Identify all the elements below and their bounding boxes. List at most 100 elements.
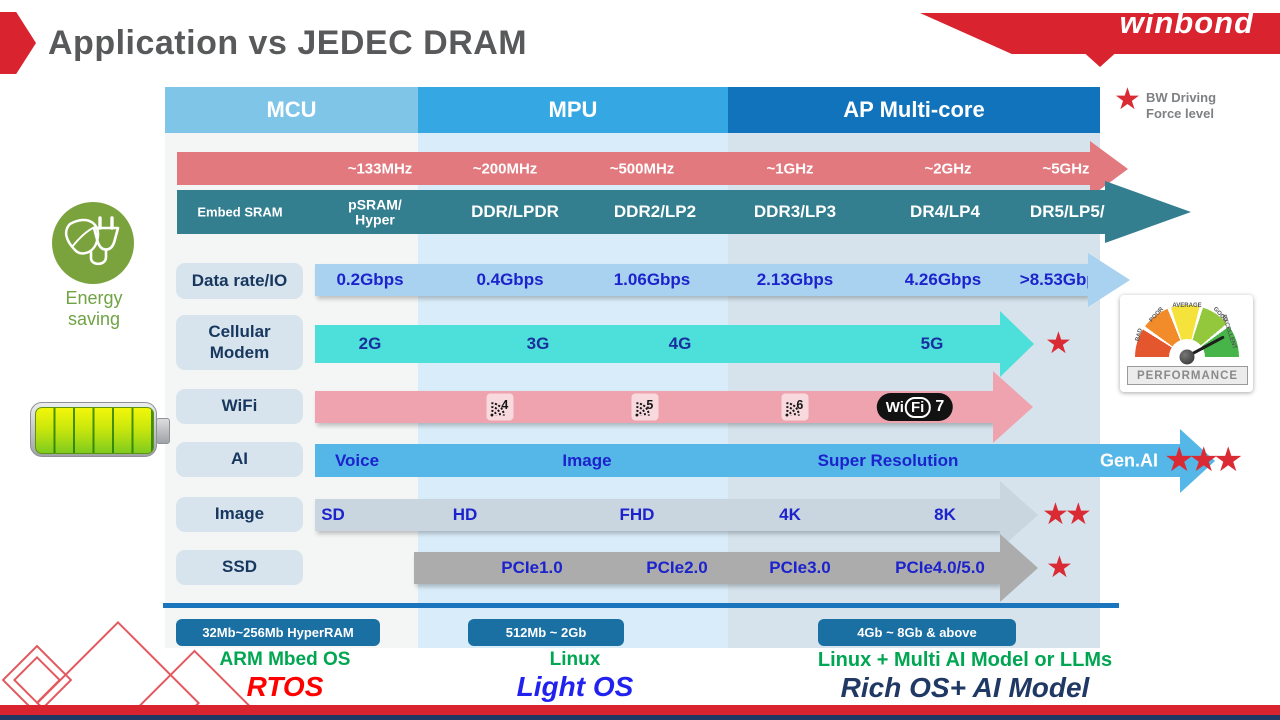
bw-legend: BW Driving Force level — [1146, 90, 1216, 123]
cellular-value: 2G — [358, 334, 382, 353]
gauge-label-average: AVERAGE — [1172, 303, 1202, 309]
freq-label: ~500MHz — [609, 160, 675, 177]
row-label-ssd: SSD — [176, 550, 303, 585]
row-label-wifi: WiFi — [176, 389, 303, 424]
dram-label-psram: pSRAM/Hyper — [348, 197, 402, 226]
os-mpu-line2: Light OS — [516, 670, 634, 702]
os-ap-line2: Rich OS+ AI Model — [840, 672, 1090, 703]
image-value: 4K — [779, 505, 801, 524]
gauge-label-poor: POOR — [1148, 306, 1165, 324]
energy-line2: saving — [67, 308, 121, 329]
psram-line2: Hyper — [355, 211, 395, 227]
winbond-logo: winbond — [1119, 5, 1254, 40]
os-block-mcu: ARM Mbed OS RTOS — [170, 649, 400, 702]
dram-arrow: Embed SRAM pSRAM/Hyper DDR/LPDR DDR2/LP2… — [177, 190, 1164, 234]
ai-arrow: Voice Image Super Resolution Gen.AI — [315, 444, 1180, 477]
freq-label: ~5GHz — [1042, 160, 1090, 177]
psram-line1: pSRAM/ — [348, 196, 402, 213]
gauge-caption: PERFORMANCE — [1127, 366, 1248, 385]
row-label-cellular: Cellular Modem — [176, 315, 303, 370]
os-block-ap: Linux + Multi AI Model or LLMs Rich OS+ … — [770, 649, 1160, 703]
freq-label: ~1GHz — [766, 160, 814, 177]
row-label-image: Image — [176, 497, 303, 532]
os-mcu-line1: ARM Mbed OS — [219, 649, 351, 670]
data-rate-value: >8.53Gbps — [1019, 270, 1107, 289]
ssd-value: PCIe4.0/5.0 — [895, 558, 985, 577]
dram-label-embed-sram: Embed SRAM — [197, 204, 283, 220]
wifi-5-icon: 5 — [631, 393, 659, 421]
ai-stars: ★★★ — [1164, 441, 1243, 479]
ssd-stars: ★ — [1046, 551, 1073, 584]
data-rate-value: 0.2Gbps — [336, 270, 404, 289]
wifi-arrow: 4 5 6 Wi Fi 7 — [315, 391, 993, 423]
header-mcu: MCU — [165, 87, 418, 133]
data-rate-value: 1.06Gbps — [613, 270, 691, 289]
cellular-value: 4G — [668, 334, 692, 353]
os-mcu-line2: RTOS — [246, 670, 324, 702]
data-rate-value: 4.26Gbps — [904, 270, 982, 289]
cellular-arrow: 2G 3G 4G 5G — [315, 325, 1000, 363]
row-label-ai: AI — [176, 442, 303, 477]
gauge-dial: BAD POOR AVERAGE GOOD EXCELLENT — [1135, 303, 1239, 365]
cellular-label-line2: Modem — [209, 342, 270, 362]
gauge-hub — [1179, 349, 1195, 365]
freq-label: ~200MHz — [472, 160, 538, 177]
dram-label: DDR3/LP3 — [753, 202, 837, 221]
wifi7-wi: Wi — [885, 398, 904, 416]
battery-icon — [30, 402, 157, 457]
bw-legend-line1: BW Driving — [1146, 90, 1217, 105]
ssd-arrow: PCIe1.0 PCIe2.0 PCIe3.0 PCIe4.0/5.0 — [414, 552, 1000, 584]
data-rate-arrow: 0.2Gbps 0.4Gbps 1.06Gbps 2.13Gbps 4.26Gb… — [315, 264, 1106, 296]
ai-end-label: Gen.AI — [1099, 450, 1159, 470]
dram-label: DR4/LP4 — [910, 202, 980, 221]
wifi-4-number: 4 — [501, 398, 508, 412]
capacity-badge-high: 4Gb ~ 8Gb & above — [818, 619, 1016, 646]
capacity-badge-mid: 512Mb ~ 2Gb — [468, 619, 624, 646]
header-mpu: MPU — [418, 87, 728, 133]
image-value: FHD — [619, 505, 655, 524]
freq-label: ~2GHz — [924, 160, 972, 177]
dram-label: DDR/LPDR — [471, 202, 559, 221]
ssd-value: PCIe3.0 — [769, 558, 831, 577]
footer-red-bar — [0, 705, 1280, 715]
dram-label: DR5/LP5/HBM3E — [1029, 202, 1165, 221]
wifi-6-icon: 6 — [781, 393, 809, 421]
os-ap-line1: Linux + Multi AI Model or LLMs — [817, 649, 1113, 671]
image-arrow: SD HD FHD 4K 8K — [315, 499, 1000, 531]
image-value: SD — [321, 505, 345, 524]
bw-star-icon: ★ — [1114, 83, 1141, 116]
ai-value: Super Resolution — [817, 450, 959, 470]
capacity-badge-hyperram: 32Mb~256Mb HyperRAM — [176, 619, 380, 646]
wifi7-number: 7 — [935, 398, 945, 415]
gauge-label-excellent: EXCELLENT — [1220, 314, 1238, 350]
battery-charge — [35, 407, 154, 454]
wifi7-fi: Fi — [904, 396, 931, 418]
energy-saving-icon — [52, 202, 134, 284]
cellular-value: 5G — [920, 334, 944, 353]
cellular-value: 3G — [526, 334, 550, 353]
footer-navy-bar — [0, 715, 1280, 720]
data-rate-value: 0.4Gbps — [476, 270, 544, 289]
os-block-mpu: Linux Light OS — [460, 649, 690, 702]
battery-terminal — [156, 418, 170, 444]
ai-value: Image — [562, 450, 612, 470]
ssd-value: PCIe2.0 — [646, 558, 708, 577]
wifi-4-icon: 4 — [486, 393, 514, 421]
wifi-5-number: 5 — [646, 398, 653, 412]
page-title: Application vs JEDEC DRAM — [48, 24, 528, 62]
frequency-arrow: ~133MHz ~200MHz ~500MHz ~1GHz ~2GHz ~5GH… — [177, 152, 1090, 185]
wifi-6-number: 6 — [796, 398, 803, 412]
image-value: HD — [452, 505, 478, 524]
dram-label: DDR2/LP2 — [613, 202, 697, 221]
os-mpu-line1: Linux — [549, 649, 601, 670]
section-divider — [163, 603, 1119, 608]
bw-legend-line2: Force level — [1146, 106, 1214, 122]
wifi-7-badge: Wi Fi 7 — [876, 393, 954, 421]
title-chevron-icon — [0, 12, 36, 74]
freq-label: ~133MHz — [347, 160, 413, 177]
ssd-value: PCIe1.0 — [501, 558, 563, 577]
data-rate-value: 2.13Gbps — [756, 270, 834, 289]
cellular-label-line1: Cellular — [208, 322, 271, 342]
energy-saving-caption: Energy saving — [40, 288, 148, 329]
